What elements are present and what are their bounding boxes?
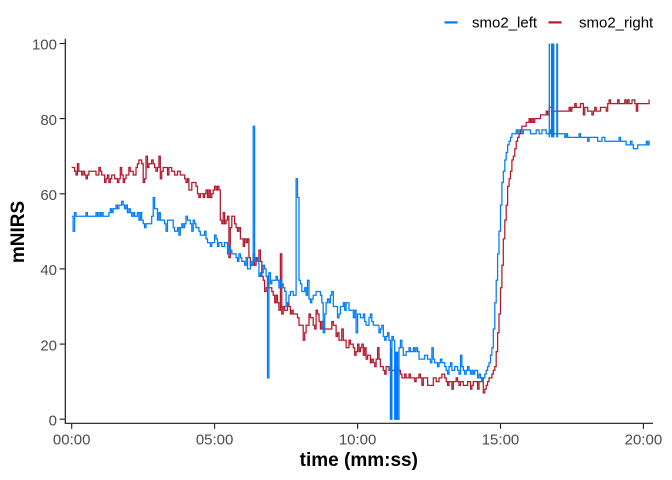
svg-text:0: 0 (49, 412, 57, 429)
svg-text:mNIRS: mNIRS (8, 201, 29, 263)
svg-text:40: 40 (40, 262, 57, 279)
svg-text:100: 100 (32, 37, 57, 54)
svg-text:20:00: 20:00 (625, 432, 663, 449)
svg-text:00:00: 00:00 (53, 432, 91, 449)
svg-text:smo2_right: smo2_right (579, 14, 654, 31)
svg-text:20: 20 (40, 337, 57, 354)
svg-text:60: 60 (40, 187, 57, 204)
svg-text:80: 80 (40, 112, 57, 129)
svg-text:05:00: 05:00 (196, 432, 234, 449)
svg-text:smo2_left: smo2_left (472, 14, 538, 31)
svg-text:15:00: 15:00 (482, 432, 520, 449)
svg-text:10:00: 10:00 (339, 432, 377, 449)
svg-text:time (mm:ss): time (mm:ss) (300, 450, 418, 471)
